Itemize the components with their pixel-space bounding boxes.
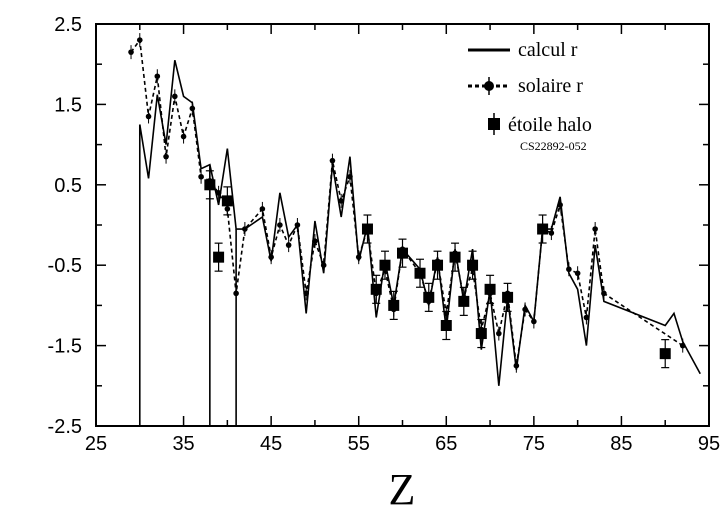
- etoile-point: [379, 259, 391, 271]
- etoile-point: [449, 251, 461, 263]
- solaire-point: [320, 262, 327, 269]
- solaire-point: [531, 318, 537, 325]
- solaire-point: [592, 226, 598, 232]
- solaire-point: [242, 226, 248, 232]
- etoile-point: [204, 179, 216, 191]
- etoile-point: [475, 328, 487, 340]
- y-tick-label: 0.5: [54, 175, 82, 197]
- solaire-point: [268, 254, 274, 260]
- solaire-point: [355, 254, 362, 260]
- etoile-point: [659, 348, 671, 360]
- solaire-point: [189, 105, 196, 112]
- x-tick-label: 85: [610, 433, 632, 455]
- solaire-point: [154, 73, 161, 80]
- solaire-point: [522, 306, 528, 313]
- solaire-point: [347, 173, 353, 180]
- solaire-point: [548, 230, 555, 236]
- solaire-point: [145, 113, 152, 120]
- etoile-point: [370, 283, 382, 295]
- x-tick-labels: 25 35 45 55 65 75 85 95: [85, 433, 720, 455]
- x-tick-label: 45: [260, 433, 282, 455]
- plot-frame: [95, 23, 710, 427]
- solaire-point: [285, 242, 292, 248]
- legend-swatch-solaire-marker: [484, 81, 494, 91]
- solaire-point: [128, 49, 134, 55]
- legend-sublabel-etoile: CS22892-052: [520, 139, 587, 153]
- solaire-point: [583, 314, 590, 321]
- y-tick-label: -0.5: [48, 255, 82, 277]
- y-tick-label: 1.5: [54, 94, 82, 116]
- etoile-point: [388, 299, 400, 311]
- etoile-point: [221, 195, 233, 207]
- solaire-point: [329, 157, 336, 164]
- x-tick-label: 55: [348, 433, 370, 455]
- legend-label-calcul: calcul r: [518, 39, 578, 61]
- etoile-point: [397, 247, 408, 259]
- etoile-point: [213, 251, 225, 263]
- solaire-point: [312, 238, 318, 244]
- solaire-point: [233, 290, 239, 297]
- solaire-point: [601, 290, 607, 297]
- series-solaire-line: [130, 37, 684, 366]
- solaire-point: [277, 222, 283, 228]
- x-tick-label: 95: [698, 433, 720, 455]
- solaire-point: [496, 330, 502, 337]
- solaire-point: [566, 266, 572, 273]
- legend-label-etoile: étoile halo: [508, 114, 592, 136]
- plot-marks: [128, 33, 701, 426]
- etoile-point: [467, 259, 479, 271]
- etoile-point: [484, 283, 496, 295]
- etoile-point: [432, 259, 444, 271]
- solaire-point: [294, 222, 301, 228]
- etoile-point: [537, 223, 549, 235]
- solaire-point: [215, 190, 222, 196]
- etoile-point: [440, 320, 452, 331]
- x-tick-label: 35: [172, 433, 194, 455]
- x-axis-label: Z: [389, 465, 416, 510]
- x-tick-label: 75: [523, 433, 545, 455]
- x-tick-label: 65: [435, 433, 457, 455]
- legend-swatch-etoile-marker: [488, 118, 500, 130]
- etoile-point: [502, 291, 514, 303]
- solaire-point: [679, 342, 686, 349]
- etoile-point: [414, 267, 426, 279]
- series-calcul-line: [138, 59, 701, 386]
- solaire-point: [259, 206, 266, 212]
- axis-ticks: [95, 23, 710, 427]
- y-tick-label: -2.5: [48, 416, 82, 438]
- solaire-point: [172, 93, 178, 100]
- etoile-point: [423, 291, 435, 303]
- solaire-point: [136, 37, 143, 43]
- solaire-point: [198, 173, 204, 180]
- x-tick-label: 25: [85, 433, 107, 455]
- etoile-point: [361, 223, 373, 235]
- solaire-point: [513, 362, 520, 369]
- solaire-point: [557, 202, 563, 208]
- y-tick-label: -1.5: [48, 336, 82, 358]
- y-tick-label: 2.5: [54, 14, 82, 36]
- legend-label-solaire: solaire r: [518, 75, 583, 97]
- solaire-point: [574, 270, 581, 277]
- etoile-point: [458, 295, 470, 307]
- legend: calcul r solaire r étoile halo CS22892-0…: [468, 39, 592, 153]
- solaire-point: [163, 153, 169, 160]
- solaire-point: [180, 133, 187, 140]
- solaire-point: [303, 290, 309, 297]
- solaire-point: [338, 198, 345, 204]
- y-tick-labels: 2.5 1.5 0.5 -0.5 -1.5 -2.5: [48, 14, 82, 438]
